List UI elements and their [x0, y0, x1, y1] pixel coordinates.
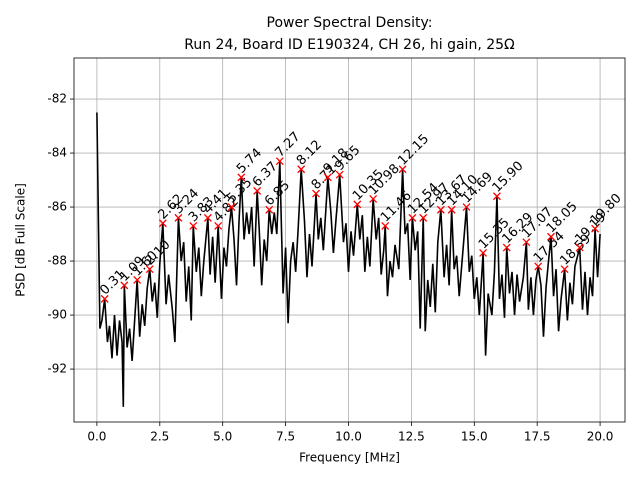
x-tick-label: 12.5 [398, 430, 425, 444]
peak-marker [575, 243, 584, 252]
peak-marker [174, 213, 183, 222]
psd-line [96, 112, 601, 407]
peak-marker [237, 173, 246, 182]
x-tick-label: 20.0 [587, 430, 614, 444]
peak-marker [447, 205, 456, 214]
peak-marker [522, 238, 531, 247]
peak-marker [145, 265, 154, 274]
peak-marker [253, 186, 262, 195]
peak-marker [436, 205, 445, 214]
peak-marker [534, 262, 543, 271]
x-tick-label: 0.0 [87, 430, 106, 444]
y-tick-label: -84 [47, 146, 67, 160]
peak-marker [158, 219, 167, 228]
peak-marker [120, 281, 129, 290]
peak-marker [275, 157, 284, 166]
peak-marker [227, 203, 236, 212]
peak-marker [312, 189, 320, 198]
peak-marker [398, 165, 407, 174]
x-tick-label: 7.5 [276, 430, 295, 444]
x-axis-label: Frequency [MHz] [299, 451, 400, 465]
peak-marker [189, 221, 198, 230]
chart-title: Power Spectral Density: [267, 15, 433, 31]
x-tick-label: 15.0 [461, 430, 488, 444]
peak-marker [214, 221, 223, 230]
peak-marker [591, 224, 600, 233]
peak-marker [408, 213, 417, 222]
peak-marker [381, 221, 390, 230]
y-axis-label: PSD [dB Full Scale] [14, 183, 28, 297]
plot-frame [73, 57, 626, 423]
peak-marker [353, 200, 362, 209]
peak-marker [502, 243, 511, 252]
peak-marker [100, 294, 109, 303]
peak-marker [492, 192, 501, 201]
x-tick-label: 5.0 [213, 430, 232, 444]
peak-marker [369, 194, 378, 203]
x-tick-label: 10.0 [335, 430, 362, 444]
peak-marker [203, 213, 212, 222]
peak-marker [323, 173, 332, 182]
y-tick-label: -88 [47, 254, 67, 268]
peak-marker [265, 205, 274, 214]
peak-marker [419, 213, 428, 222]
peak-marker [479, 249, 488, 257]
peak-marker [462, 203, 471, 212]
peak-marker [335, 170, 344, 179]
y-tick-label: -86 [47, 200, 67, 214]
peak-marker [133, 276, 142, 284]
y-tick-label: -92 [47, 362, 67, 376]
y-tick-label: -90 [47, 308, 67, 322]
y-tick-label: -82 [47, 92, 67, 106]
peak-marker [547, 232, 555, 241]
peak-marker [560, 265, 569, 274]
x-tick-label: 2.5 [150, 430, 169, 444]
x-tick-label: 17.5 [524, 430, 551, 444]
chart-subtitle: Run 24, Board ID E190324, CH 26, hi gain… [184, 37, 515, 53]
peak-marker [297, 165, 306, 174]
